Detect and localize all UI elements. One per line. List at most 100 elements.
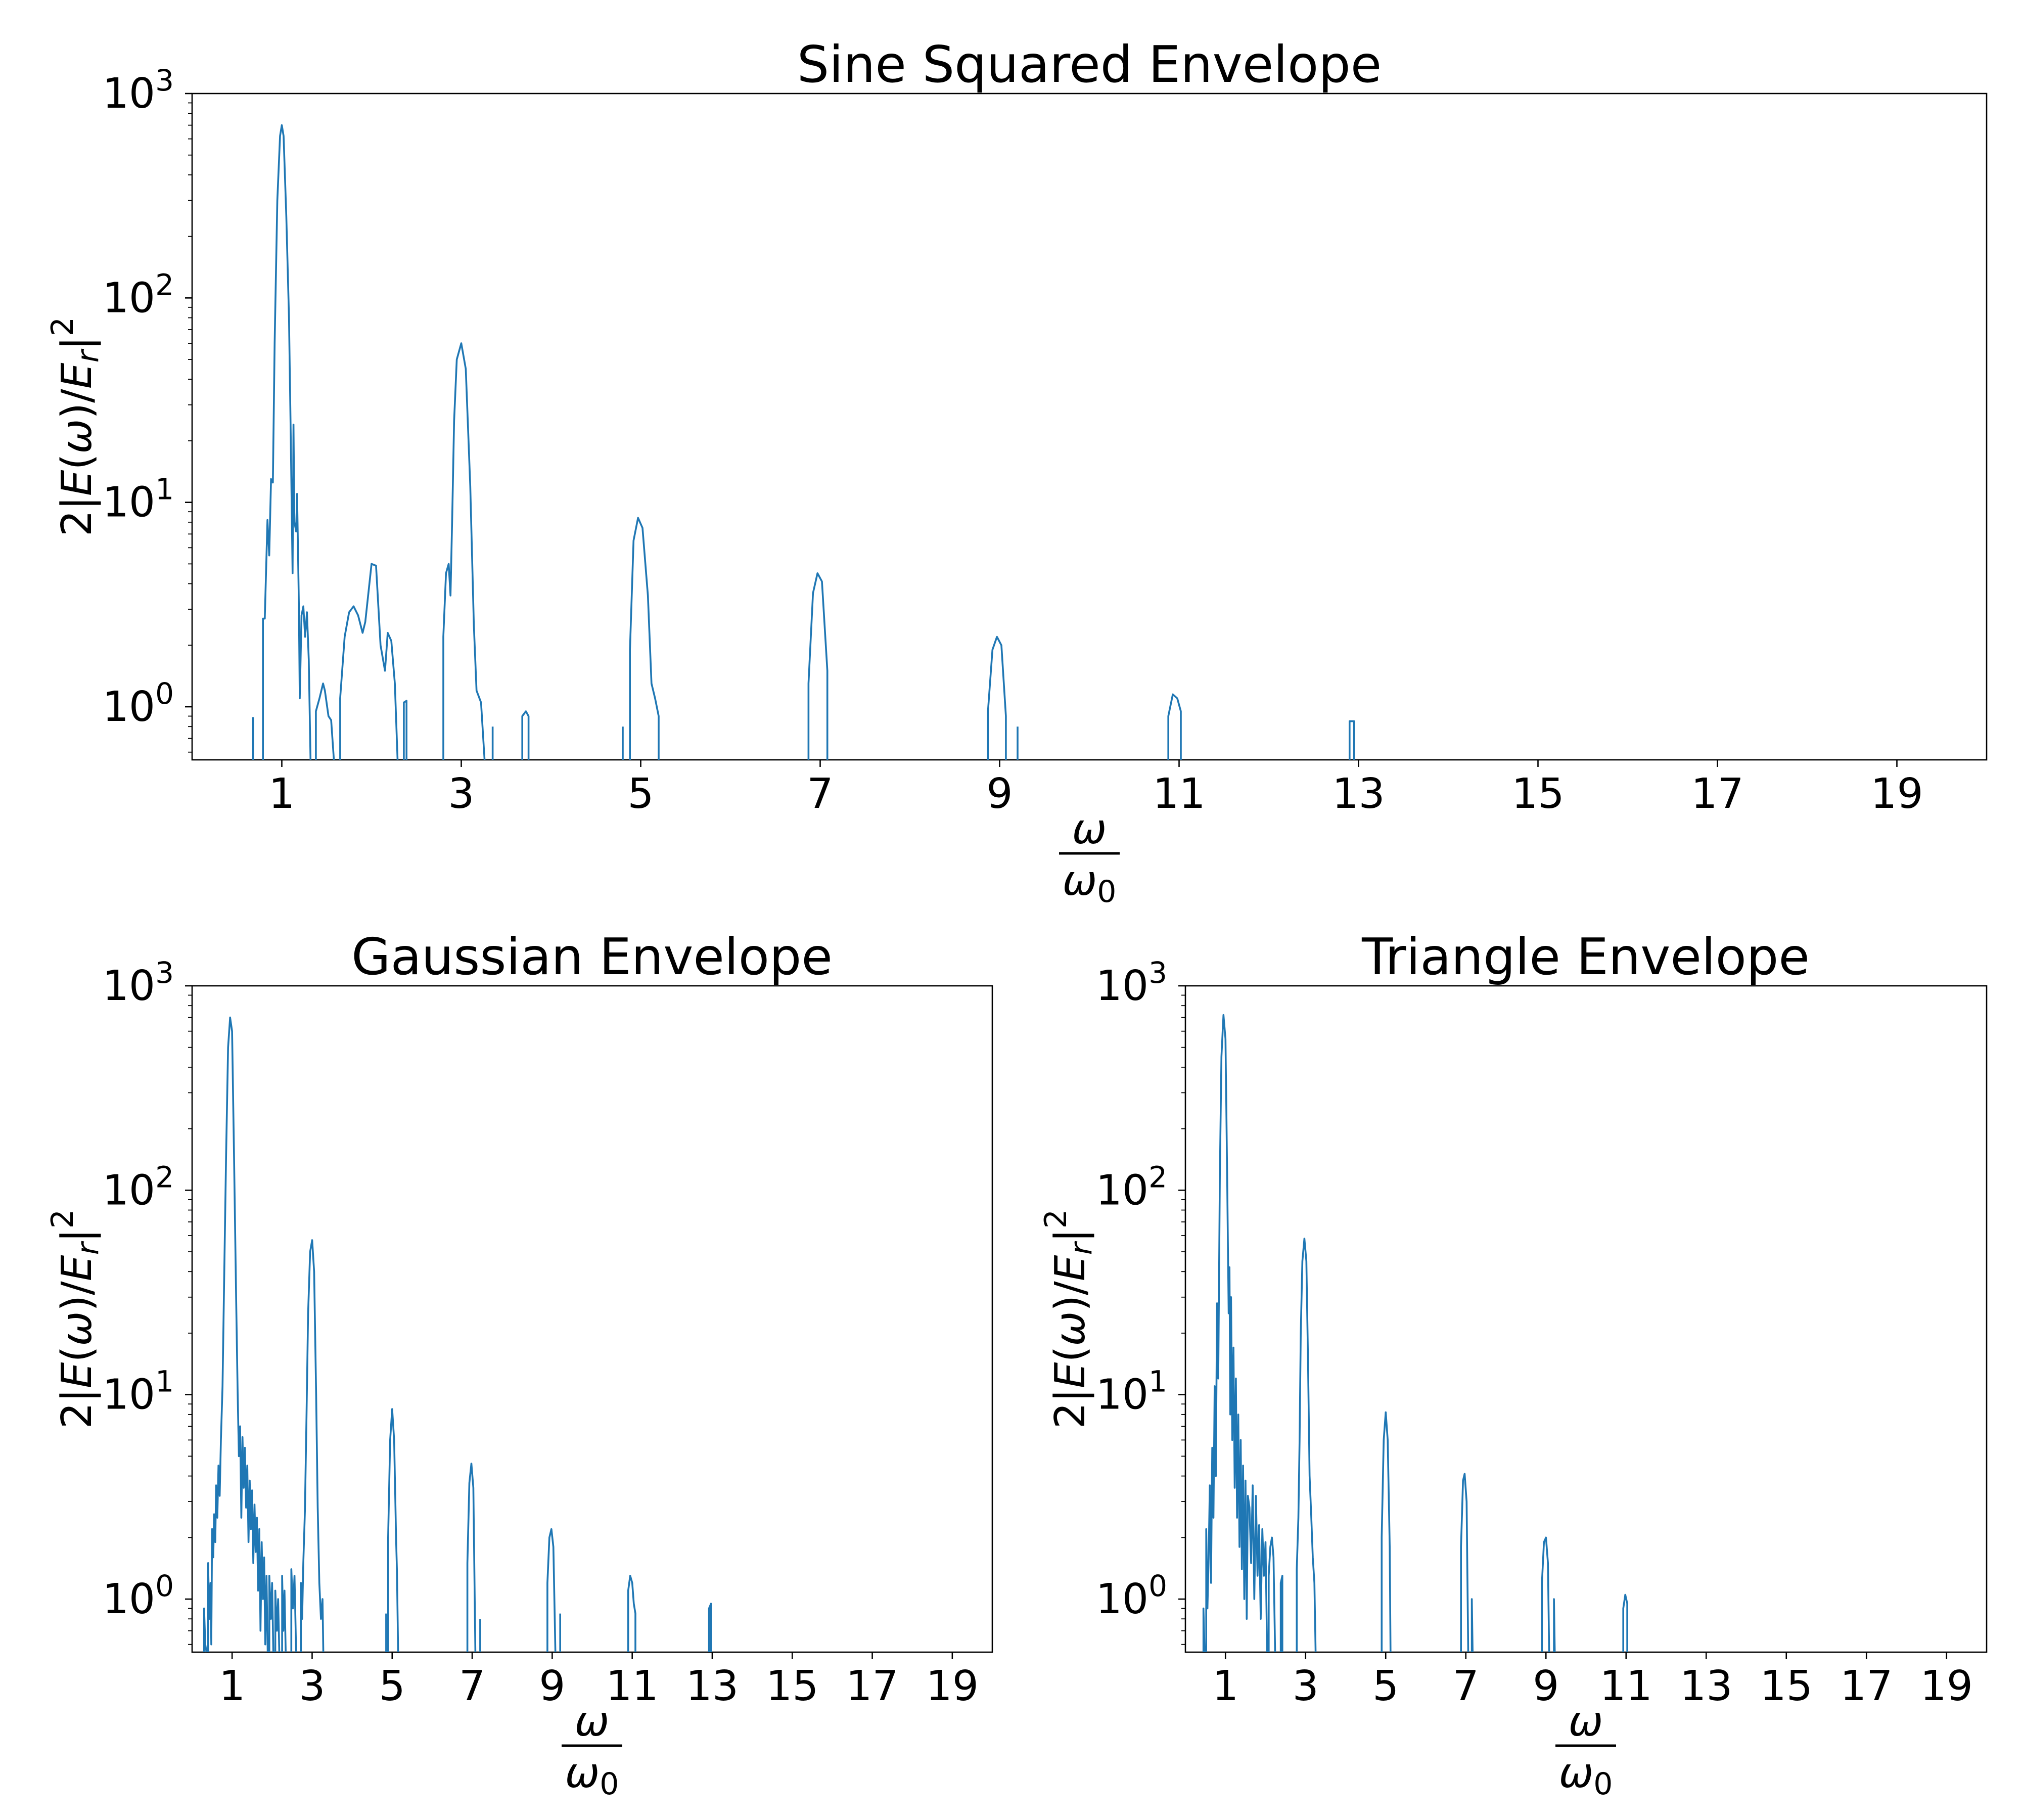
- series-layer: [252, 124, 1355, 760]
- x-axis-label-numerator: ω: [1569, 1698, 1603, 1746]
- x-tick-label: 15: [1760, 1662, 1813, 1710]
- spectrum-line-segment-3: [339, 563, 399, 760]
- y-tick-label: 100: [103, 1569, 174, 1623]
- spectrum-line-segment-11: [987, 635, 1007, 760]
- spectrum-line-segment-13: [1167, 693, 1182, 760]
- y-axis-ticks: 100 101 102 103: [103, 63, 192, 753]
- x-tick-label: 9: [539, 1662, 565, 1710]
- spectrum-line-segment-8: [1541, 1536, 1550, 1653]
- spectrum-line-segment-5: [1381, 1411, 1392, 1653]
- x-tick-label: 7: [459, 1662, 485, 1710]
- x-tick-label: 5: [627, 770, 654, 818]
- x-tick-label: 7: [807, 770, 833, 818]
- x-tick-label: 11: [606, 1662, 658, 1710]
- spectrum-line-segment-6: [300, 1239, 325, 1653]
- spectrum-line-segment-3: [1279, 1575, 1283, 1652]
- y-tick-label: 101: [103, 472, 174, 527]
- spectrum-line-segment-9: [1553, 1598, 1556, 1653]
- spectrum-line-segment-10: [807, 572, 829, 760]
- chart-title: Sine Squared Envelope: [797, 35, 1382, 94]
- y-tick-label: 100: [1096, 1569, 1167, 1623]
- spectrum-line-segment-2: [268, 1575, 274, 1653]
- x-tick-label: 5: [1372, 1662, 1399, 1710]
- x-tick-label: 7: [1453, 1662, 1479, 1710]
- y-axis-label: 2|E(ω)/Er|2: [45, 1209, 106, 1429]
- spectrum-line-segment-10: [1622, 1594, 1628, 1652]
- x-tick-label: 1: [1212, 1662, 1238, 1710]
- spectrum-line-segment-1: [1205, 1014, 1268, 1653]
- chart-title: Gaussian Envelope: [351, 927, 833, 986]
- y-tick-label: 101: [1096, 1364, 1167, 1419]
- spectrum-line-segment-4: [403, 700, 408, 760]
- x-tick-label: 9: [1533, 1662, 1559, 1710]
- y-axis-label: 2|E(ω)/Er|2: [45, 317, 106, 536]
- x-axis-label: ω ω0: [1555, 1698, 1616, 1802]
- y-axis-ticks: 100 101 102 103: [1096, 956, 1185, 1645]
- x-axis-label-numerator: ω: [575, 1698, 610, 1746]
- spectrum-line-segment-11: [546, 1528, 557, 1653]
- plot-frame: [191, 93, 1988, 761]
- spectrum-line-segment-1: [262, 124, 312, 760]
- gaussian-panel: Gaussian Envelope 1 3 5 7 9 11 13 15 17 19 100101…: [45, 927, 993, 1802]
- x-tick-label: 19: [926, 1662, 979, 1710]
- spectrum-line-segment-2: [1268, 1536, 1276, 1653]
- x-axis-label-denominator: ω0: [1063, 857, 1117, 909]
- x-axis-label: ω ω0: [1059, 805, 1120, 909]
- spectrum-line-segment-7: [1470, 1598, 1474, 1653]
- y-tick-label: 100: [103, 676, 174, 731]
- spectrum-line-segment-8: [387, 1408, 399, 1653]
- plot-frame: [1184, 985, 1988, 1653]
- x-tick-label: 11: [1153, 770, 1205, 818]
- y-axis-ticks: 100 101 102 103: [103, 956, 192, 1645]
- x-tick-label: 13: [686, 1662, 739, 1710]
- x-axis-ticks: 1 3 5 7 9 11 13 15 17 19: [219, 1652, 979, 1710]
- x-tick-label: 5: [379, 1662, 405, 1710]
- x-tick-label: 15: [766, 1662, 818, 1710]
- x-tick-label: 3: [448, 770, 474, 818]
- x-axis-label-denominator: ω0: [1559, 1749, 1613, 1802]
- y-tick-label: 103: [103, 63, 174, 118]
- series-layer: [1202, 1014, 1628, 1653]
- x-axis-ticks: 1 3 5 7 9 11 13 15 17 19: [1212, 1652, 1973, 1710]
- spectrum-line-segment-7: [521, 710, 530, 760]
- y-axis-label: 2|E(ω)/Er|2: [1038, 1209, 1099, 1429]
- x-axis-label: ω ω0: [562, 1698, 622, 1802]
- y-tick-label: 102: [103, 1160, 174, 1214]
- spectrum-line-segment-5: [442, 342, 486, 760]
- x-tick-label: 17: [846, 1662, 898, 1710]
- y-tick-label: 102: [1096, 1160, 1167, 1214]
- x-tick-label: 19: [1870, 770, 1923, 818]
- series-layer: [203, 1016, 712, 1653]
- y-tick-label: 103: [1096, 956, 1167, 1010]
- y-tick-label: 102: [103, 267, 174, 322]
- y-tick-label: 101: [103, 1364, 174, 1419]
- x-tick-label: 9: [986, 770, 1013, 818]
- spectrum-line-segment-1: [207, 1016, 269, 1653]
- x-axis-label-numerator: ω: [1072, 805, 1107, 853]
- x-tick-label: 3: [1293, 1662, 1319, 1710]
- x-tick-label: 13: [1680, 1662, 1732, 1710]
- sine-squared-panel: Sine Squared Envelope 1 3 5 7 9 11 13 15 17 19 10…: [45, 35, 1988, 909]
- spectrum-line-segment-4: [1296, 1238, 1317, 1653]
- y-tick-label: 103: [103, 956, 174, 1010]
- spectrum-line-segment-14: [1349, 720, 1355, 760]
- spectrum-line-segment-0: [1202, 1607, 1206, 1653]
- x-tick-label: 15: [1511, 770, 1564, 818]
- x-axis-label-denominator: ω0: [565, 1749, 619, 1802]
- spectrum-line-segment-13: [627, 1575, 636, 1652]
- x-tick-label: 17: [1691, 770, 1743, 818]
- x-tick-label: 17: [1840, 1662, 1893, 1710]
- spectrum-line-segment-5: [290, 1568, 297, 1653]
- spectrum-line-segment-3: [274, 1589, 281, 1653]
- spectrum-line-segment-14: [708, 1603, 712, 1652]
- spectrum-line-segment-9: [629, 517, 660, 760]
- x-tick-label: 3: [299, 1662, 325, 1710]
- chart-title: Triangle Envelope: [1361, 927, 1810, 986]
- spectrum-line-segment-9: [466, 1463, 477, 1653]
- triangle-panel: Triangle Envelope 1 3 5 7 9 11 13 15 17 19 100101…: [1038, 927, 1988, 1802]
- spectrum-line-segment-2: [315, 682, 335, 760]
- x-tick-label: 1: [219, 1662, 245, 1710]
- spectrum-line-segment-6: [1460, 1473, 1469, 1653]
